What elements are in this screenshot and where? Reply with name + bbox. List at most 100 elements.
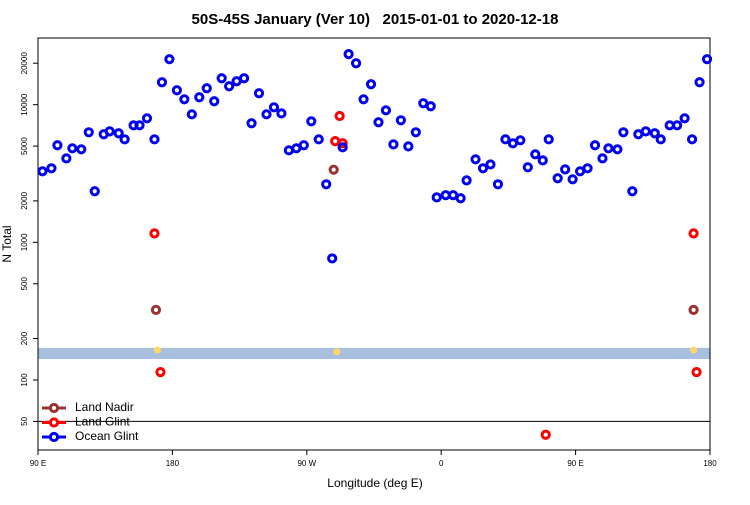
point bbox=[171, 85, 182, 96]
point bbox=[672, 120, 683, 131]
y-tick-label: 5000 bbox=[20, 137, 29, 155]
point bbox=[164, 54, 175, 65]
point bbox=[61, 153, 72, 164]
point bbox=[492, 179, 504, 190]
point bbox=[455, 193, 466, 204]
y-tick-label: 10000 bbox=[20, 93, 29, 116]
point bbox=[540, 429, 551, 440]
point bbox=[431, 192, 442, 203]
point bbox=[328, 164, 339, 175]
point bbox=[186, 109, 197, 120]
point bbox=[395, 115, 406, 126]
point bbox=[373, 117, 384, 128]
point bbox=[410, 127, 421, 138]
point bbox=[530, 149, 541, 160]
x-tick-label: 0 bbox=[439, 459, 444, 468]
point bbox=[246, 118, 257, 129]
legend-label: Land Nadir bbox=[75, 400, 134, 414]
point bbox=[589, 140, 601, 151]
point bbox=[327, 253, 338, 264]
point bbox=[679, 113, 690, 124]
y-tick-label: 500 bbox=[20, 277, 29, 291]
point bbox=[67, 143, 78, 154]
point bbox=[403, 141, 414, 152]
point bbox=[688, 304, 699, 315]
point bbox=[179, 94, 190, 105]
point bbox=[155, 367, 166, 378]
point bbox=[89, 186, 100, 197]
point bbox=[627, 186, 638, 197]
point bbox=[688, 228, 699, 239]
band bbox=[38, 347, 710, 360]
y-axis-label: N Total bbox=[0, 225, 14, 262]
point bbox=[313, 134, 324, 145]
x-tick-label: 90 E bbox=[567, 459, 583, 468]
point bbox=[537, 155, 548, 166]
point bbox=[224, 81, 235, 92]
point bbox=[358, 94, 369, 105]
y-tick-label: 100 bbox=[20, 373, 29, 387]
point bbox=[334, 110, 345, 122]
point bbox=[337, 138, 348, 149]
point bbox=[104, 126, 115, 137]
point bbox=[113, 128, 124, 139]
point bbox=[552, 173, 563, 184]
point bbox=[261, 109, 272, 120]
point bbox=[194, 92, 205, 103]
point bbox=[649, 128, 660, 139]
point bbox=[690, 346, 698, 354]
x-tick-label: 90 W bbox=[297, 459, 316, 468]
point bbox=[343, 48, 354, 60]
y-tick-label: 50 bbox=[20, 416, 29, 425]
x-tick-label: 180 bbox=[703, 459, 717, 468]
point bbox=[268, 102, 280, 113]
point bbox=[640, 126, 651, 137]
point bbox=[485, 159, 496, 170]
legend-marker bbox=[48, 402, 60, 414]
legend-marker bbox=[48, 431, 60, 443]
point bbox=[209, 96, 220, 107]
y-tick-label: 2000 bbox=[20, 191, 29, 209]
point bbox=[618, 127, 629, 138]
point bbox=[333, 348, 341, 356]
point bbox=[253, 88, 265, 99]
point bbox=[701, 54, 713, 65]
point bbox=[655, 134, 666, 145]
point bbox=[365, 79, 377, 90]
legend-marker bbox=[48, 417, 60, 428]
point bbox=[691, 367, 702, 378]
point bbox=[461, 175, 472, 186]
point bbox=[597, 153, 608, 164]
y-tick-label: 200 bbox=[20, 331, 29, 345]
point bbox=[350, 58, 362, 69]
point bbox=[321, 179, 332, 190]
point bbox=[522, 162, 533, 173]
point bbox=[201, 83, 212, 94]
point bbox=[216, 73, 227, 84]
point bbox=[141, 113, 153, 124]
point bbox=[567, 174, 578, 185]
point bbox=[150, 304, 162, 315]
plot-frame bbox=[37, 37, 711, 451]
point bbox=[477, 163, 489, 174]
point bbox=[515, 135, 526, 146]
point bbox=[425, 101, 436, 112]
point bbox=[52, 140, 63, 151]
point bbox=[337, 142, 348, 153]
point bbox=[149, 228, 160, 239]
point bbox=[37, 166, 48, 177]
point bbox=[83, 127, 94, 138]
point bbox=[612, 144, 623, 155]
point bbox=[388, 139, 399, 150]
legend-label: Land Glint bbox=[75, 415, 130, 429]
point bbox=[153, 346, 161, 354]
point bbox=[156, 77, 168, 88]
point bbox=[46, 163, 57, 174]
point bbox=[694, 77, 705, 88]
point bbox=[500, 134, 511, 145]
point bbox=[134, 120, 145, 131]
point bbox=[119, 134, 130, 145]
x-tick-label: 180 bbox=[166, 459, 180, 468]
point bbox=[238, 73, 250, 84]
